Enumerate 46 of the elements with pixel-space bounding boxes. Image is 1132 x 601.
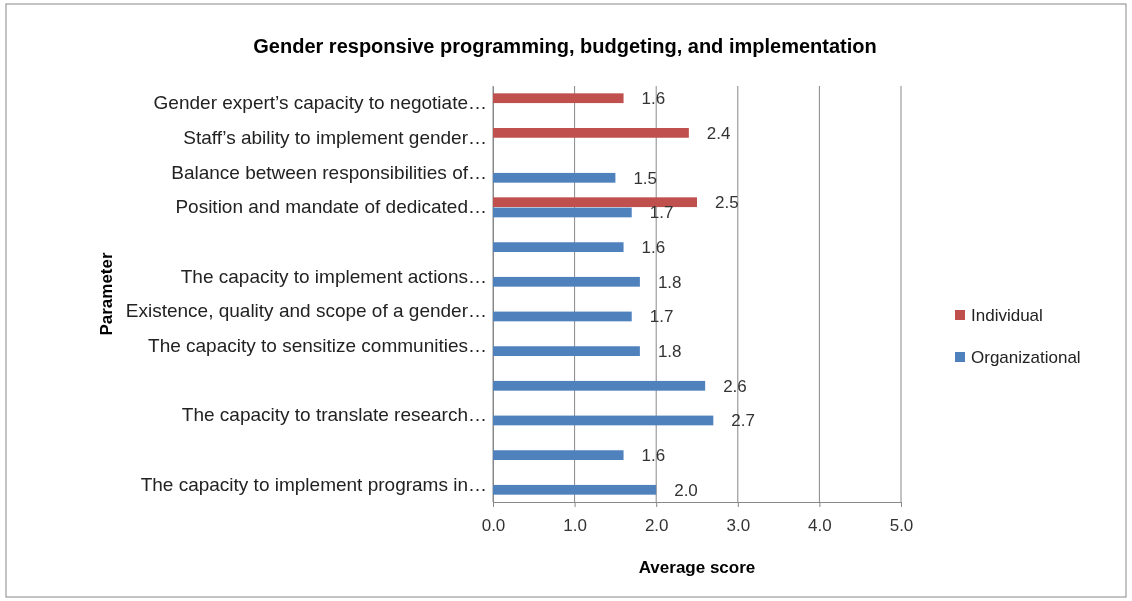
- legend-label: Individual: [971, 306, 1043, 325]
- bar: [493, 415, 714, 426]
- data-label: 1.6: [641, 446, 666, 466]
- chart-title: Gender responsive programming, budgeting, and implementation: [253, 35, 877, 57]
- y-tick-label: Position and mandate of dedicated…: [175, 196, 487, 218]
- y-tick-label: Gender expert’s capacity to negotiate…: [153, 92, 487, 114]
- data-label: 2.6: [723, 376, 747, 396]
- y-tick-label: Staff’s ability to implement gender…: [183, 127, 487, 149]
- y-tick-label: The capacity to translate research…: [181, 404, 487, 426]
- data-label: 1.6: [641, 238, 666, 258]
- bar: [493, 346, 640, 356]
- x-tick-label: 1.0: [563, 516, 587, 536]
- y-tick-label: The capacity to implement actions…: [180, 265, 487, 287]
- x-tick-label: 4.0: [808, 516, 832, 536]
- x-tick-label: 0.0: [481, 516, 506, 536]
- x-tick-label: 3.0: [726, 516, 751, 536]
- bar: [493, 276, 640, 287]
- data-label: 1.8: [657, 272, 682, 292]
- data-label: 2.0: [674, 480, 698, 500]
- data-label: 2.5: [715, 193, 739, 213]
- data-label: 1.7: [649, 307, 674, 327]
- bar: [493, 242, 624, 252]
- bar: [493, 207, 632, 218]
- bar: [493, 311, 632, 322]
- bar: [493, 93, 624, 104]
- data-label: 1.8: [657, 342, 682, 362]
- data-label: 1.5: [633, 168, 658, 188]
- bar: [493, 450, 624, 460]
- y-tick-label: The capacity to sensitize communities…: [148, 335, 487, 357]
- bar: [493, 172, 616, 183]
- bar: [493, 380, 706, 391]
- x-axis-title: Average score: [638, 558, 756, 577]
- bar: [493, 484, 657, 495]
- legend-label: Organizational: [971, 348, 1081, 367]
- y-tick-label: Balance between responsibilities of…: [171, 161, 487, 183]
- x-tick-label: 2.0: [644, 516, 669, 536]
- data-label: 2.4: [706, 123, 731, 143]
- x-tick-label: 5.0: [889, 516, 914, 536]
- y-tick-label: Existence, quality and scope of a gender…: [125, 300, 487, 322]
- y-tick-label: The capacity to implement programs in…: [140, 473, 487, 495]
- bar: [493, 128, 689, 138]
- y-axis-title: Parameter: [96, 252, 116, 336]
- data-label: 1.7: [649, 203, 674, 223]
- data-label: 1.6: [641, 89, 666, 109]
- bar: [493, 197, 697, 208]
- data-label: 2.7: [731, 411, 755, 431]
